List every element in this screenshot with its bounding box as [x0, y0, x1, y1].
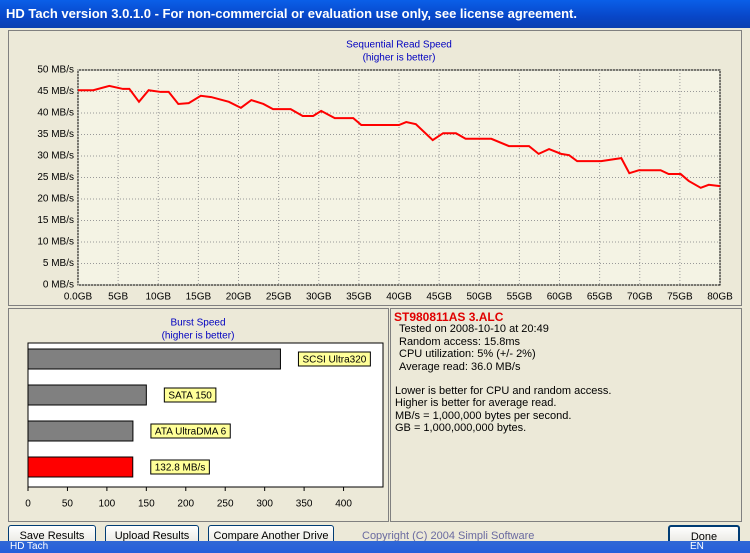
- bar: [27, 348, 281, 370]
- bar-label: SCSI Ultra320: [302, 355, 366, 366]
- y-tick-label: 10 MB/s: [37, 237, 74, 248]
- y-tick-label: 35 MB/s: [37, 129, 74, 140]
- chart-title: Sequential Read Speed: [346, 40, 452, 51]
- y-tick-label: 20 MB/s: [37, 194, 74, 205]
- x-tick-label: 50GB: [466, 292, 492, 303]
- bar-label: SATA 150: [168, 391, 212, 402]
- test-detail: Random access: 15.8ms: [399, 335, 521, 348]
- drive-name: ST980811AS 3.ALC: [394, 310, 504, 324]
- test-detail: Average read: 36.0 MB/s: [399, 360, 521, 373]
- read-line: [78, 84, 721, 189]
- y-tick-label: 30 MB/s: [37, 151, 74, 162]
- x-tick-label: 350: [296, 499, 313, 510]
- test-detail: Tested on 2008-10-10 at 20:49: [399, 323, 549, 335]
- x-tick-label: 45GB: [426, 292, 452, 303]
- test-detail: CPU utilization: 5% (+/- 2%): [399, 348, 536, 360]
- y-tick-label: 15 MB/s: [37, 215, 74, 226]
- bar-label-box: [163, 387, 217, 403]
- language: EN: [690, 541, 704, 552]
- x-tick-label: 300: [256, 499, 273, 510]
- note: Higher is better for average read.: [395, 397, 557, 410]
- x-tick-label: 0.0GB: [64, 292, 93, 303]
- x-tick-label: 20GB: [226, 292, 252, 303]
- bar: [27, 420, 134, 442]
- x-tick-label: 0: [25, 499, 31, 510]
- x-tick-label: 150: [138, 499, 155, 510]
- note: MB/s = 1,000,000 bytes per second.: [395, 409, 572, 422]
- y-tick-label: 5 MB/s: [43, 258, 74, 269]
- bar: [27, 456, 134, 478]
- bar-label-box: [150, 423, 231, 439]
- x-tick-label: 5GB: [108, 292, 128, 303]
- y-tick-label: 40 MB/s: [37, 108, 74, 119]
- x-tick-label: 250: [217, 499, 234, 510]
- x-tick-label: 35GB: [346, 292, 372, 303]
- bar-label: ATA UltraDMA 6: [155, 427, 227, 438]
- chart-subtitle: (higher is better): [162, 331, 235, 342]
- copyright: Copyright (C) 2004 Simpli Software: [362, 530, 535, 542]
- burst-panel: Burst Speed (higher is better) 0 50 100 150 20…: [8, 308, 389, 522]
- bar-label: 132.8 MB/s: [155, 463, 206, 474]
- taskbar: HD Tach EN: [0, 541, 750, 553]
- burst-chart: Burst Speed (higher is better) 0 50 100 150 20…: [25, 318, 384, 510]
- x-tick-label: 40GB: [386, 292, 412, 303]
- x-tick-label: 65GB: [587, 292, 613, 303]
- x-tick-label: 80GB: [707, 292, 733, 303]
- x-tick-label: 70GB: [627, 292, 653, 303]
- x-tick-label: 25GB: [266, 292, 292, 303]
- bar-label-box: [150, 459, 210, 475]
- x-tick-label: 400: [335, 499, 352, 510]
- x-tick-label: 15GB: [186, 292, 212, 303]
- x-tick-label: 75GB: [667, 292, 693, 303]
- info-panel: ST980811AS 3.ALC Tested on 2008-10-10 at …: [390, 308, 742, 522]
- x-tick-label: 50: [62, 499, 74, 510]
- x-tick-label: 55GB: [507, 292, 533, 303]
- note: GB = 1,000,000,000 bytes.: [395, 421, 527, 434]
- x-tick-label: 200: [177, 499, 194, 510]
- read-chart: Sequential Read Speed (higher is better) 0…: [37, 40, 733, 303]
- x-tick-label: 30GB: [306, 292, 332, 303]
- note: Lower is better for CPU and random acces…: [395, 385, 612, 397]
- read-panel: Sequential Read Speed (higher is better) 0…: [8, 30, 742, 306]
- chart-title: Burst Speed: [170, 318, 225, 329]
- y-tick-label: 50 MB/s: [37, 65, 74, 76]
- title-bar: HD Tach version 3.0.1.0 - For non-commer…: [0, 0, 750, 28]
- taskbar-task: HD Tach: [10, 541, 49, 552]
- y-tick-label: 0 MB/s: [43, 280, 74, 291]
- bar-label-box: [297, 351, 371, 367]
- x-tick-label: 10GB: [145, 292, 171, 303]
- y-tick-label: 45 MB/s: [37, 86, 74, 97]
- x-tick-label: 60GB: [547, 292, 573, 303]
- x-tick-label: 100: [99, 499, 116, 510]
- y-tick-label: 25 MB/s: [37, 172, 74, 183]
- chart-subtitle: (higher is better): [363, 53, 436, 64]
- bar: [27, 384, 147, 406]
